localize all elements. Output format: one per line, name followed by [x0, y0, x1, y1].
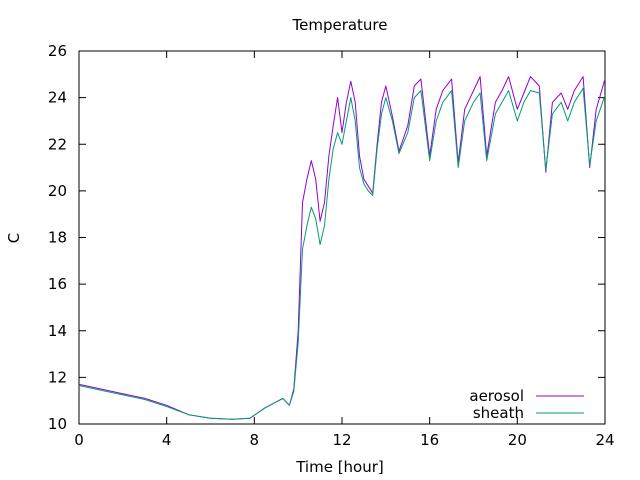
y-tick-label: 14	[48, 322, 67, 340]
x-axis-label: Time [hour]	[295, 458, 384, 476]
x-tick-label: 0	[74, 431, 84, 449]
y-tick-label: 12	[48, 368, 67, 386]
y-axis-label: C	[5, 233, 23, 243]
x-tick-label: 4	[162, 431, 172, 449]
series-group	[78, 76, 606, 420]
y-tick-label: 26	[48, 42, 67, 60]
x-tick-label: 12	[332, 431, 351, 449]
x-tick-label: 8	[250, 431, 260, 449]
y-tick-label: 18	[48, 229, 67, 247]
series-line-sheath	[78, 87, 606, 420]
y-tick-label: 10	[48, 415, 67, 433]
x-tick-label: 24	[595, 431, 614, 449]
y-tick-label: 16	[48, 275, 67, 293]
legend-label-sheath: sheath	[473, 404, 524, 422]
y-tick-label: 24	[48, 89, 67, 107]
x-tick-label: 20	[508, 431, 527, 449]
y-tick-label: 22	[48, 135, 67, 153]
series-line-aerosol	[78, 76, 606, 420]
axis-ticks: 0 4 8 12 16 20 24 10 12 14 16 18 20 22 24 26	[48, 42, 615, 449]
legend-label-aerosol: aerosol	[469, 387, 524, 405]
chart-title: Temperature	[291, 16, 387, 34]
plot-frame	[78, 50, 606, 425]
y-tick-label: 20	[48, 182, 67, 200]
x-tick-label: 16	[420, 431, 439, 449]
